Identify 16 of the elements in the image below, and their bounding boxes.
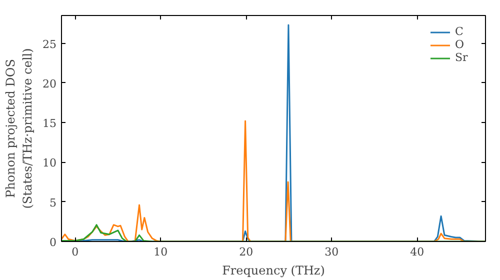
y-tick-label: 15 [42,117,57,130]
x-tick-label: 0 [72,246,79,258]
y-tick-label: 10 [42,156,57,170]
x-tick-label: 30 [324,246,339,258]
y-tick-label: 0 [50,236,56,249]
y-axis-title: Phonon projected DOS (States/THz·primitive cell) [4,48,35,209]
y-tick-label: 25 [42,38,57,51]
x-tick-label: 10 [154,246,168,258]
legend-label: Sr [455,51,469,64]
x-axis-title: Frequency (THz) [222,264,325,278]
legend-label: C [455,25,464,38]
x-tick-label: 20 [239,246,254,258]
y-tick-label: 20 [42,77,57,90]
y-tick-label: 5 [50,196,56,210]
x-tick-label: 40 [410,246,424,258]
legend-label: O [455,38,466,51]
